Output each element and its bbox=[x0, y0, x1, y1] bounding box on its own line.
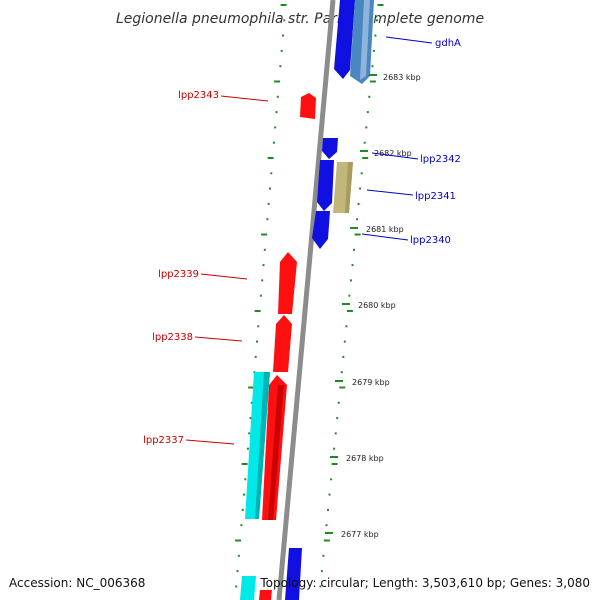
scale-label: 2683 kbp bbox=[383, 73, 421, 82]
gene-feature bbox=[360, 0, 370, 80]
scale-label: 2681 kbp bbox=[366, 225, 404, 234]
gene-feature bbox=[255, 372, 270, 519]
label-connector bbox=[371, 152, 419, 160]
gene-feature[interactable] bbox=[334, 0, 355, 79]
gene-label[interactable]: lpp2340 bbox=[410, 235, 451, 246]
topology-summary: Topology: circular; Length: 3,503,610 bp… bbox=[259, 576, 590, 590]
gene-feature[interactable] bbox=[300, 93, 316, 119]
scale-label: 2678 kbp bbox=[346, 454, 384, 463]
label-connector bbox=[361, 233, 409, 241]
label-connector bbox=[185, 439, 235, 445]
gene-label[interactable]: gdhA bbox=[435, 38, 461, 49]
gene-feature[interactable] bbox=[312, 211, 330, 249]
tick-marks bbox=[235, 4, 384, 588]
scale-label: 2677 kbp bbox=[341, 530, 379, 539]
gene-feature[interactable] bbox=[240, 576, 256, 600]
gene-labels: gdhA lpp2343 lpp2342 lpp2341 lpp2340 lpp… bbox=[143, 36, 461, 446]
gene-label[interactable]: lpp2338 bbox=[152, 332, 193, 343]
map-title: Legionella pneumophila str. Paris, compl… bbox=[116, 11, 484, 27]
gene-feature[interactable] bbox=[322, 138, 338, 159]
label-connector bbox=[385, 36, 433, 44]
scale-label: 2679 kbp bbox=[352, 378, 390, 387]
label-connector bbox=[194, 336, 243, 342]
gene-label[interactable]: lpp2342 bbox=[420, 154, 461, 165]
gene-feature[interactable] bbox=[317, 160, 334, 211]
label-connector bbox=[200, 273, 248, 280]
gene-feature bbox=[345, 162, 353, 213]
gene-label[interactable]: lpp2343 bbox=[178, 90, 219, 101]
label-connector bbox=[220, 95, 269, 102]
scale-label: 2680 kbp bbox=[358, 301, 396, 310]
gene-label[interactable]: lpp2337 bbox=[143, 435, 184, 446]
gene-features bbox=[240, 0, 374, 600]
gene-feature[interactable] bbox=[285, 548, 302, 600]
gene-label[interactable]: lpp2339 bbox=[158, 269, 199, 280]
scale-marks: 2683 kbp 2682 kbp 2681 kbp 2680 kbp 2679… bbox=[325, 73, 421, 539]
backbone-line bbox=[276, 0, 336, 600]
gene-feature bbox=[268, 385, 284, 520]
scale-label: 2682 kbp bbox=[374, 149, 412, 158]
accession-label: Accession: NC_006368 bbox=[9, 576, 145, 590]
gene-feature[interactable] bbox=[278, 252, 297, 314]
label-connector bbox=[366, 189, 414, 196]
gene-label[interactable]: lpp2341 bbox=[415, 191, 456, 202]
gene-feature[interactable] bbox=[273, 315, 292, 372]
gene-feature[interactable] bbox=[259, 590, 272, 600]
